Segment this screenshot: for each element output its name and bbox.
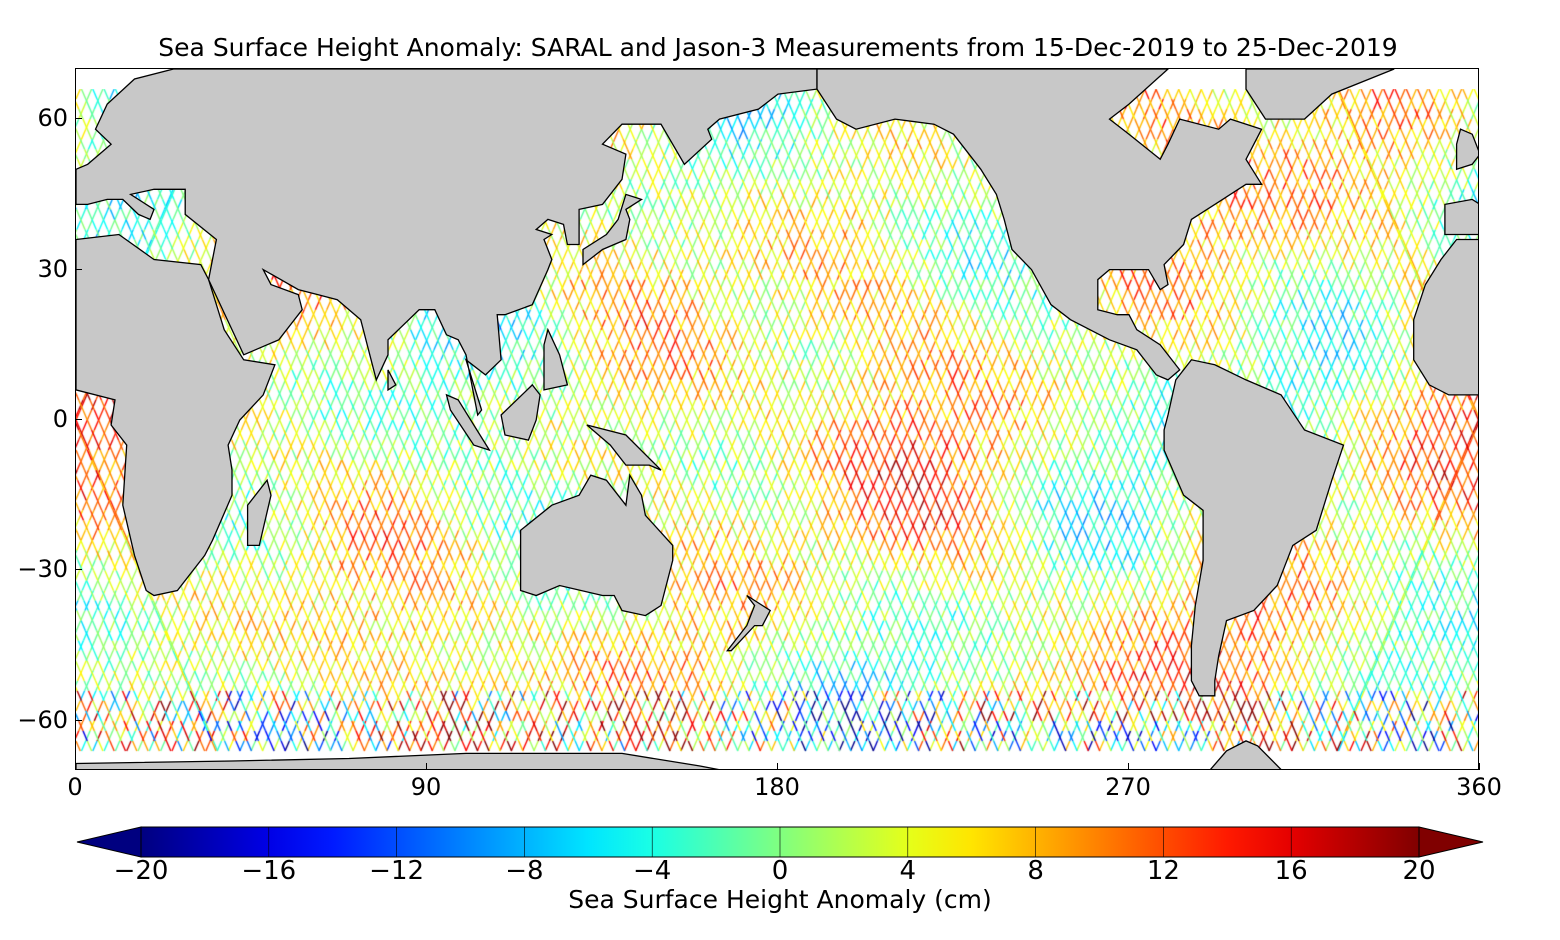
colorbar-tick-label: −20 bbox=[113, 856, 169, 886]
y-tick-label: −60 bbox=[17, 705, 68, 734]
x-tick-mark bbox=[777, 763, 778, 770]
colorbar-tick-label: −16 bbox=[241, 856, 297, 886]
land-japan bbox=[582, 193, 644, 266]
land-greenland bbox=[1245, 69, 1395, 120]
colorbar-tick-label: −12 bbox=[369, 856, 425, 886]
y-tick-label: 0 bbox=[52, 405, 68, 433]
land-eurasia bbox=[76, 69, 818, 417]
x-tick-mark bbox=[1479, 763, 1480, 770]
land-sri-lanka bbox=[387, 369, 397, 392]
colorbar-extend-min bbox=[76, 826, 142, 858]
y-tick-label: 30 bbox=[37, 254, 68, 283]
colorbar bbox=[76, 826, 1484, 858]
y-tick-mark bbox=[75, 719, 82, 721]
y-tick-mark bbox=[75, 268, 82, 270]
colorbar-tick-label: 20 bbox=[1402, 856, 1436, 886]
land-britain bbox=[1455, 128, 1478, 171]
x-tick-label: 270 bbox=[1105, 773, 1151, 801]
x-tick-mark bbox=[426, 763, 427, 770]
colorbar-tick-label: −8 bbox=[505, 856, 544, 886]
chart-title: Sea Surface Height Anomaly: SARAL and Ja… bbox=[158, 33, 1398, 62]
colorbar-tick-label: 4 bbox=[899, 856, 917, 886]
map-plot-area bbox=[75, 68, 1479, 770]
colorbar-tick-label: 0 bbox=[771, 856, 789, 886]
y-tick-mark bbox=[75, 419, 82, 420]
colorbar-extend-max bbox=[1418, 826, 1484, 858]
land-africa bbox=[76, 233, 276, 597]
x-tick-label: 0 bbox=[67, 773, 83, 801]
colorbar-tick-label: 16 bbox=[1274, 856, 1308, 886]
x-tick-label: 180 bbox=[754, 773, 800, 801]
x-tick-label: 90 bbox=[410, 773, 442, 801]
y-tick-mark bbox=[75, 118, 82, 120]
x-tick-mark bbox=[1128, 763, 1129, 770]
land-antarctica bbox=[76, 740, 1282, 769]
land-madagascar bbox=[246, 478, 272, 547]
y-tick-label: 60 bbox=[37, 104, 68, 133]
land-new-guinea bbox=[586, 424, 662, 471]
colorbar-tick-label: 12 bbox=[1146, 856, 1180, 886]
colorbar-label: Sea Surface Height Anomaly (cm) bbox=[568, 885, 992, 914]
y-tick-mark bbox=[75, 569, 82, 571]
land-borneo bbox=[500, 383, 541, 441]
colorbar-tick-label: 8 bbox=[1027, 856, 1044, 886]
y-tick-label: −30 bbox=[17, 555, 68, 584]
land-australia bbox=[519, 473, 674, 617]
land-sumatra bbox=[445, 393, 491, 452]
land-west-africa bbox=[1413, 238, 1478, 396]
land-philippines bbox=[543, 327, 569, 391]
land-iberia bbox=[1444, 198, 1478, 236]
land-masses bbox=[76, 69, 1478, 769]
colorbar-tick-label: −4 bbox=[633, 856, 672, 886]
land-south-america bbox=[1163, 359, 1345, 697]
land-new-zealand bbox=[725, 594, 772, 652]
land-north-america bbox=[816, 69, 1263, 381]
x-tick-mark bbox=[75, 763, 76, 770]
x-tick-label: 360 bbox=[1456, 773, 1502, 801]
